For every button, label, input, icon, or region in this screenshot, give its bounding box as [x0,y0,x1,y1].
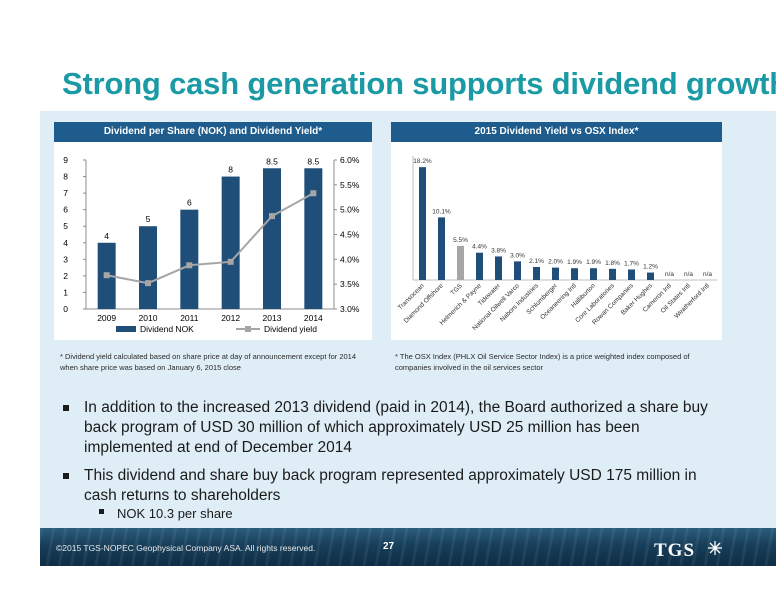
legend-label: Dividend yield [264,324,317,334]
ocean-texture [40,528,776,566]
yield-point [145,280,151,287]
yield-bar [419,167,426,280]
yield-point [269,213,275,220]
dividend-bar [263,168,281,309]
yield-bar-label: n/a [684,271,693,278]
osx-footnote: * The OSX Index (PHLX Oil Service Sector… [395,352,690,372]
legend-bar-swatch [116,326,136,332]
y2-tick-label: 6.0% [340,155,360,165]
dividend-bar-label: 6 [187,198,192,208]
copyright-notice: ©2015 TGS-NOPEC Geophysical Company ASA.… [56,543,316,553]
y-tick-label: 6 [63,205,68,215]
dividend-bar [304,168,323,309]
y-tick-label: 5 [63,221,68,231]
yield-bar-label: n/a [665,271,674,278]
dividend-bar-label: 8.5 [266,156,278,166]
y-tick-label: 7 [63,188,68,198]
yield-bar [609,268,616,280]
company-label: Weatherford Intl [673,282,711,320]
yield-bar-label: n/a [703,271,712,278]
yield-bar-label: 1.7% [624,260,639,267]
x-tick-label: 2012 [221,313,240,323]
y2-tick-label: 5.0% [340,205,360,215]
yield-bar-label: 2.0% [548,259,563,266]
dividend-bar-label: 5 [146,214,151,224]
x-tick-label: 2010 [139,313,158,323]
dividend-bar [139,226,157,309]
dividend-chart: 0 1 2 3 4 5 6 7 8 9 3.0% 3.5% 4.0% 4.5% 5.0% 5.5% 6.0% 4 2… [63,155,360,334]
dividend-footnote: * Dividend yield calculated based on sha… [60,352,357,372]
yield-bar [571,268,578,280]
dividend-bar [180,209,199,309]
y2-tick-label: 5.5% [340,180,360,190]
legend-line-marker [245,326,251,332]
yield-point [227,258,234,265]
yield-bar-label: 1.9% [567,259,582,266]
yield-bar [457,245,464,280]
osx-chart-title: 2015 Dividend Yield vs OSX Index* [391,122,722,142]
tgs-logo: TGS [654,540,696,561]
yield-bar [438,217,445,280]
yield-bar-label: 1.9% [586,259,601,266]
slide-title: Strong cash generation supports dividend… [62,66,776,101]
dividend-bar [221,176,240,309]
bullet-square-icon [63,473,69,479]
y2-tick-label: 3.0% [340,304,360,314]
yield-bar-label: 3.8% [491,247,506,254]
yield-bar-label: 4.4% [472,244,487,251]
yield-bar-label: 2.1% [529,258,544,265]
y-tick-label: 9 [63,155,68,165]
bullet-buyback: In addition to the increased 2013 divide… [84,399,708,456]
bullet-cash-returns: This dividend and share buy back program… [84,467,697,504]
yield-bar [647,272,654,280]
y2-tick-label: 4.5% [340,230,360,240]
yield-bar [495,256,502,280]
yield-point [186,262,193,269]
sub-bullet-square-icon [99,509,104,514]
y2-tick-label: 3.5% [340,279,360,289]
yield-bar-label: 18.2% [413,158,432,165]
footer-band [40,528,776,566]
y-tick-label: 0 [63,304,68,314]
x-tick-label: 2013 [263,313,282,323]
x-tick-label: 2009 [97,313,116,323]
legend-label: Dividend NOK [140,324,194,334]
yield-bar [628,269,635,280]
yield-bar-label: 10.1% [432,208,451,215]
dividend-chart-panel: Dividend per Share (NOK) and Dividend Yi… [54,122,372,340]
bullet-square-icon [63,405,69,411]
sub-bullet-nok: NOK 10.3 per share [117,506,233,521]
yield-point [103,272,110,279]
dividend-bar-label: 8 [228,165,233,175]
yield-bar [590,268,597,280]
dividend-bar-label: 8.5 [307,156,319,166]
page-number: 27 [383,541,395,552]
y-tick-label: 2 [63,271,68,281]
y2-tick-label: 4.0% [340,254,360,264]
yield-bar [476,252,483,280]
y-tick-label: 3 [63,254,68,264]
star-burst-icon [708,541,722,555]
yield-line [106,192,314,285]
yield-bar [552,267,559,280]
osx-chart-panel: 2015 Dividend Yield vs OSX Index* 18.2% T… [391,122,722,340]
x-tick-label: 2014 [304,313,323,323]
yield-bar [514,261,521,280]
yield-bar-label: 1.8% [605,260,620,267]
y-tick-label: 1 [63,287,68,297]
y-tick-label: 4 [63,238,68,248]
yield-bar-label: 1.2% [643,264,658,271]
yield-point [310,190,317,197]
dividend-chart-title: Dividend per Share (NOK) and Dividend Yi… [54,122,372,142]
yield-bar [533,266,540,280]
yield-bar-label: 5.5% [453,237,468,244]
company-label: TGS [450,282,465,297]
y-tick-label: 8 [63,172,68,182]
x-tick-label: 2011 [180,313,199,323]
dividend-bar-label: 4 [104,231,109,241]
yield-bar-label: 3.0% [510,252,525,259]
